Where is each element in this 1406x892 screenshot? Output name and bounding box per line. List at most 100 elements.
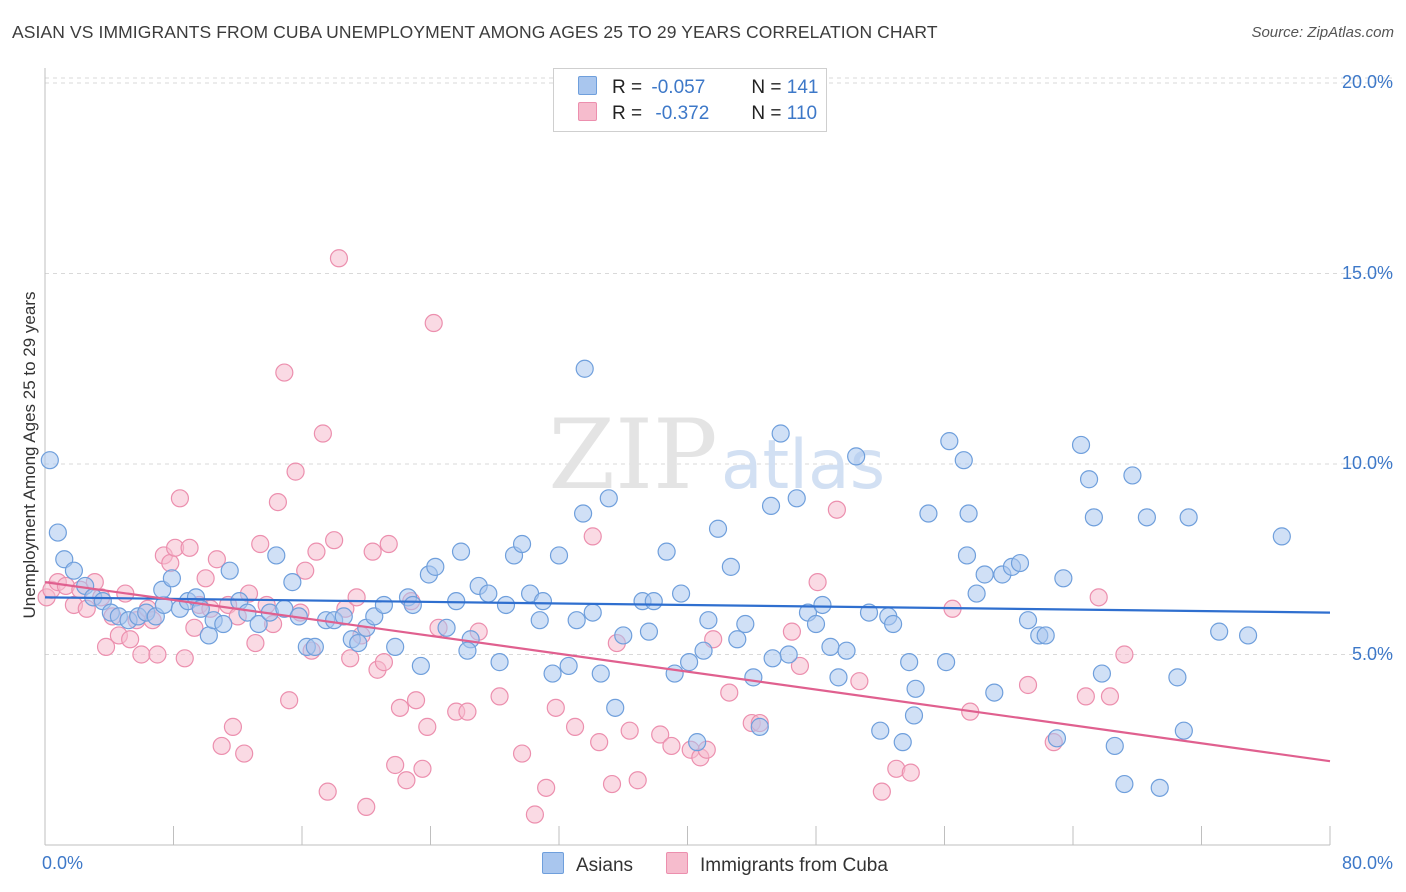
- asian-point: [1174, 721, 1193, 740]
- asian-point: [599, 489, 618, 508]
- asian-point: [40, 451, 59, 470]
- asian-point: [591, 664, 610, 683]
- asian-point: [680, 653, 699, 672]
- asian-point: [665, 664, 684, 683]
- asian-point: [1018, 611, 1038, 630]
- cuba-point: [512, 744, 532, 763]
- asian-point: [904, 706, 924, 725]
- asians-trend-line: [44, 596, 1331, 614]
- asian-point: [1272, 527, 1291, 546]
- asian-point: [283, 573, 302, 592]
- asian-point: [220, 561, 239, 580]
- asian-point: [694, 641, 713, 660]
- trend-lines: [44, 581, 1331, 763]
- asian-point: [249, 614, 268, 634]
- cuba-point: [490, 687, 509, 706]
- n-label: N =: [751, 77, 782, 98]
- asian-point: [1150, 778, 1169, 797]
- cuba-legend-label: Immigrants from Cuba: [700, 855, 888, 876]
- asian-point: [479, 584, 498, 603]
- asian-point: [699, 611, 718, 630]
- asian-point: [847, 447, 866, 466]
- asian-point: [559, 656, 578, 676]
- asian-point: [543, 664, 562, 683]
- cuba-point: [268, 493, 288, 512]
- asian-point: [728, 630, 747, 649]
- cuba-point: [458, 702, 477, 721]
- cuba-point: [223, 717, 243, 736]
- legend-item-cuba[interactable]: Immigrants from Cuba: [666, 852, 888, 877]
- asian-point: [614, 626, 633, 645]
- asian-point: [305, 637, 324, 656]
- cuba-point: [148, 645, 167, 664]
- cuba-point: [651, 725, 670, 744]
- asian-point: [1168, 668, 1187, 687]
- cuba-point: [782, 622, 802, 641]
- asian-point: [1137, 508, 1156, 527]
- asian-point: [900, 653, 919, 672]
- asian-point: [214, 614, 233, 634]
- r-label: R =: [612, 77, 643, 98]
- asians-legend-swatch: [542, 852, 564, 874]
- cuba-point: [235, 744, 254, 763]
- asian-point: [458, 641, 477, 660]
- cuba-swatch: [578, 102, 597, 121]
- cuba-point: [357, 797, 376, 817]
- legend-item-asians[interactable]: Asians: [542, 852, 633, 877]
- cuba-point: [390, 698, 410, 717]
- cuba-point: [386, 755, 405, 775]
- cuba-point: [418, 717, 437, 736]
- asian-point: [985, 683, 1004, 702]
- asian-point: [1105, 736, 1124, 756]
- cuba-point: [590, 733, 609, 752]
- r-label: R =: [612, 103, 643, 124]
- cuba-point: [525, 805, 545, 824]
- cuba-point: [363, 542, 382, 561]
- asian-point: [1179, 508, 1198, 527]
- asian-point: [919, 504, 938, 523]
- cuba-point: [132, 645, 151, 664]
- cuba-point: [424, 313, 443, 333]
- cuba-point: [329, 249, 349, 268]
- cuba-point: [307, 542, 326, 561]
- asians-n-value: 141: [786, 77, 819, 98]
- cuba-points: [37, 249, 1134, 824]
- asian-point: [512, 534, 532, 554]
- y-axis-label: Unemployment Among Ages 25 to 29 years: [20, 291, 39, 619]
- asian-point: [334, 607, 353, 626]
- watermark-zip: ZIP: [548, 399, 717, 511]
- asian-point: [411, 656, 430, 676]
- asian-point: [821, 637, 840, 656]
- cuba-point: [325, 531, 344, 550]
- cuba-legend-swatch: [666, 852, 688, 874]
- asian-point: [1123, 466, 1142, 485]
- asian-point: [1238, 626, 1258, 645]
- asian-point: [871, 721, 890, 740]
- cuba-n-value: 110: [786, 103, 818, 124]
- asian-point: [813, 595, 832, 615]
- cuba-point: [901, 763, 920, 782]
- asian-point: [1071, 435, 1091, 455]
- cuba-point: [374, 653, 394, 672]
- asian-point: [771, 424, 790, 443]
- asian-point: [199, 626, 218, 645]
- asian-point: [763, 649, 782, 668]
- cuba-point: [296, 561, 315, 580]
- cuba-point: [808, 573, 827, 592]
- asian-point: [1210, 622, 1229, 641]
- cuba-point: [161, 553, 180, 573]
- cuba-point: [185, 618, 204, 637]
- correlation-legend: R = -0.057 N = 141 R = -0.372 N = 110: [553, 68, 827, 132]
- asian-point: [967, 584, 986, 603]
- asian-point: [750, 717, 769, 736]
- asian-point: [957, 546, 977, 565]
- cuba-point: [347, 588, 366, 607]
- asian-point: [374, 595, 394, 615]
- cuba-r-value: -0.372: [655, 103, 710, 124]
- asian-point: [451, 542, 471, 561]
- asian-point: [806, 614, 826, 634]
- asian-point: [708, 519, 728, 538]
- cuba-point: [280, 691, 299, 710]
- cuba-point: [583, 527, 602, 546]
- cuba-point: [1115, 645, 1134, 664]
